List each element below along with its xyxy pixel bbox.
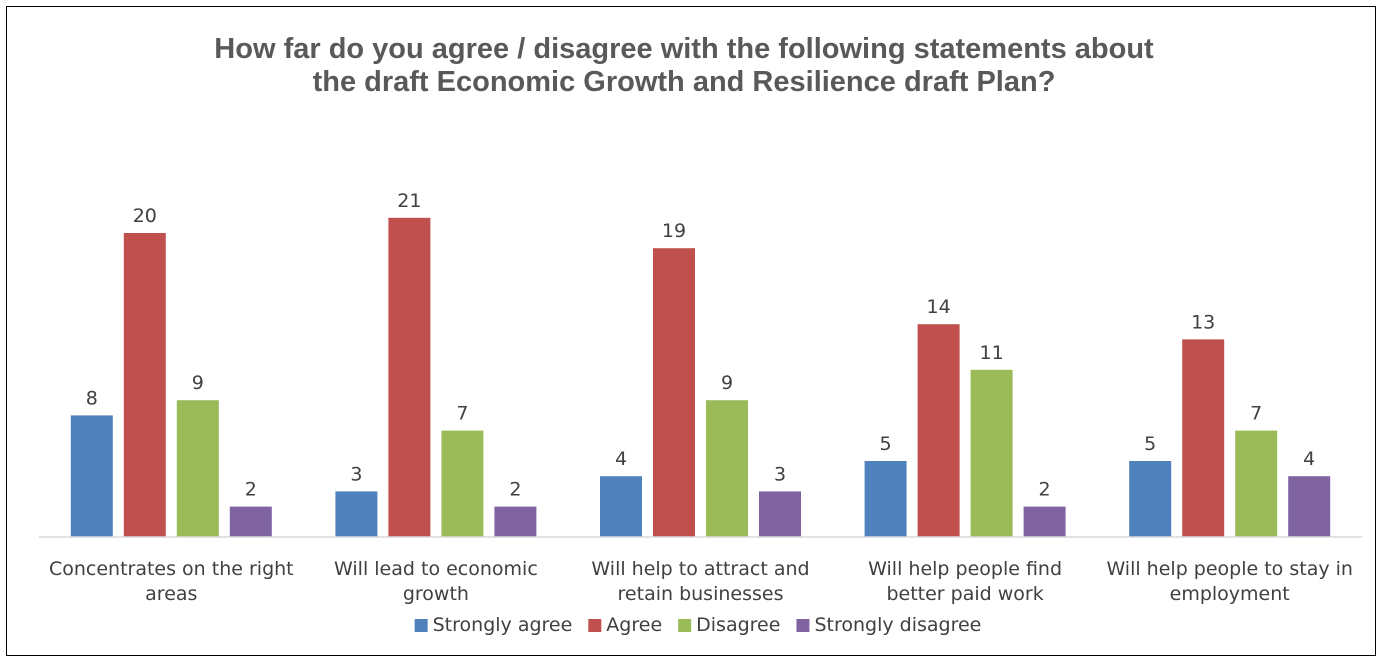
data-label: 3 (350, 463, 362, 485)
category-labels-group: Concentrates on the right areas Will lead … (49, 558, 1353, 605)
category-label: Will lead to economic growth (334, 558, 538, 605)
data-label: 14 (927, 296, 951, 318)
data-label: 8 (86, 387, 98, 409)
legend-swatch-strongly-disagree (796, 619, 810, 632)
category-label: Will help people find better paid work (868, 558, 1062, 605)
data-label: 9 (721, 372, 733, 394)
bar-disagree (441, 430, 484, 537)
data-label: 7 (456, 403, 468, 425)
bar-strongly-disagree (1023, 506, 1066, 537)
data-label: 3 (774, 463, 786, 485)
data-label: 11 (980, 342, 1004, 364)
bar-agree (1182, 339, 1225, 537)
legend-swatch-strongly-agree (414, 619, 428, 632)
bar-agree (653, 248, 695, 537)
bar-agree (917, 324, 960, 537)
legend-label-disagree: Disagree (696, 614, 780, 636)
data-label: 9 (192, 372, 204, 394)
data-label: 2 (245, 479, 257, 501)
bar-strongly-agree (1129, 461, 1172, 537)
chart-title-line: the draft Economic Growth and Resilience… (313, 66, 1056, 98)
data-label: 21 (397, 190, 421, 212)
legend-swatch-agree (588, 619, 602, 632)
data-label: 4 (1303, 448, 1315, 470)
data-label: 4 (615, 448, 627, 470)
legend: Strongly agree Agree Disagree Strongly disa… (414, 614, 981, 636)
bar-strongly-disagree (1288, 476, 1331, 537)
data-labels-group: 8 20 9 2 3 21 7 2 4 19 9 3 5 14 11 2 5 13 7 4 (86, 190, 1315, 501)
data-label: 5 (1144, 433, 1156, 455)
bar-disagree (1235, 430, 1278, 537)
legend-label-strongly-agree: Strongly agree (433, 614, 573, 636)
data-label: 19 (662, 220, 686, 242)
bar-agree (388, 217, 431, 538)
legend-label-agree: Agree (606, 614, 662, 636)
bar-strongly-agree (864, 461, 907, 537)
data-label: 2 (509, 479, 521, 501)
category-label: Concentrates on the right areas (49, 558, 294, 605)
bar-strongly-agree (600, 476, 642, 537)
category-label: Will help to attract and retain businesse… (591, 558, 809, 605)
bars-group (70, 217, 1331, 538)
data-label: 2 (1039, 479, 1051, 501)
bar-disagree (970, 369, 1013, 537)
chart-title-line: How far do you agree / disagree with the… (214, 33, 1154, 65)
chart-title: How far do you agree / disagree with the… (214, 33, 1154, 98)
bar-strongly-disagree (759, 491, 801, 537)
bar-disagree (706, 400, 748, 537)
bar-strongly-disagree (494, 506, 537, 537)
data-label: 13 (1191, 311, 1215, 333)
category-label: Will help people to stay in employment (1106, 558, 1353, 605)
data-label: 20 (133, 205, 157, 227)
legend-swatch-disagree (678, 619, 692, 632)
bar-strongly-agree (335, 491, 378, 537)
bar-strongly-disagree (229, 506, 272, 537)
data-label: 5 (880, 433, 892, 455)
bar-strongly-agree (70, 415, 113, 537)
bar-agree (123, 233, 166, 537)
data-label: 7 (1250, 403, 1262, 425)
legend-label-strongly-disagree: Strongly disagree (814, 614, 981, 636)
bar-disagree (176, 400, 219, 537)
